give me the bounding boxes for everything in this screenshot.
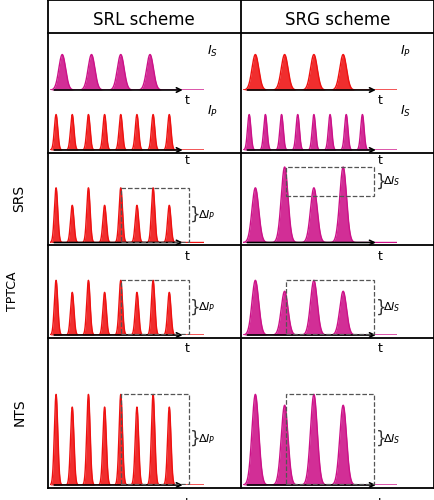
Text: $\Delta I_P$: $\Delta I_P$ xyxy=(198,432,215,446)
Text: SRL scheme: SRL scheme xyxy=(93,11,195,29)
Text: $\Delta I_P$: $\Delta I_P$ xyxy=(198,208,215,222)
Text: t: t xyxy=(378,94,382,108)
Text: }: } xyxy=(190,206,201,224)
Text: t: t xyxy=(184,250,189,262)
Text: SRS: SRS xyxy=(13,185,26,212)
Text: $I_S$: $I_S$ xyxy=(400,104,411,119)
Text: }: } xyxy=(190,430,201,448)
Text: t: t xyxy=(378,496,382,500)
Text: t: t xyxy=(184,342,189,355)
Text: TPTCA: TPTCA xyxy=(6,272,19,311)
Text: t: t xyxy=(378,342,382,355)
Text: t: t xyxy=(184,154,189,168)
Text: t: t xyxy=(184,94,189,108)
Text: $\Delta I_S$: $\Delta I_S$ xyxy=(383,174,401,188)
Text: SRG scheme: SRG scheme xyxy=(285,11,390,29)
Text: }: } xyxy=(375,172,386,190)
Text: t: t xyxy=(184,496,189,500)
Text: NTS: NTS xyxy=(13,398,26,426)
Text: $I_P$: $I_P$ xyxy=(207,104,218,119)
Text: $I_P$: $I_P$ xyxy=(400,44,411,59)
Text: t: t xyxy=(378,154,382,168)
Text: $I_S$: $I_S$ xyxy=(207,44,218,59)
Text: $\Delta I_S$: $\Delta I_S$ xyxy=(383,432,401,446)
Text: }: } xyxy=(375,430,386,448)
Text: $\Delta I_S$: $\Delta I_S$ xyxy=(383,300,401,314)
Text: }: } xyxy=(190,298,201,316)
Text: }: } xyxy=(375,298,386,316)
Text: $\Delta I_P$: $\Delta I_P$ xyxy=(198,300,215,314)
Text: t: t xyxy=(378,250,382,262)
